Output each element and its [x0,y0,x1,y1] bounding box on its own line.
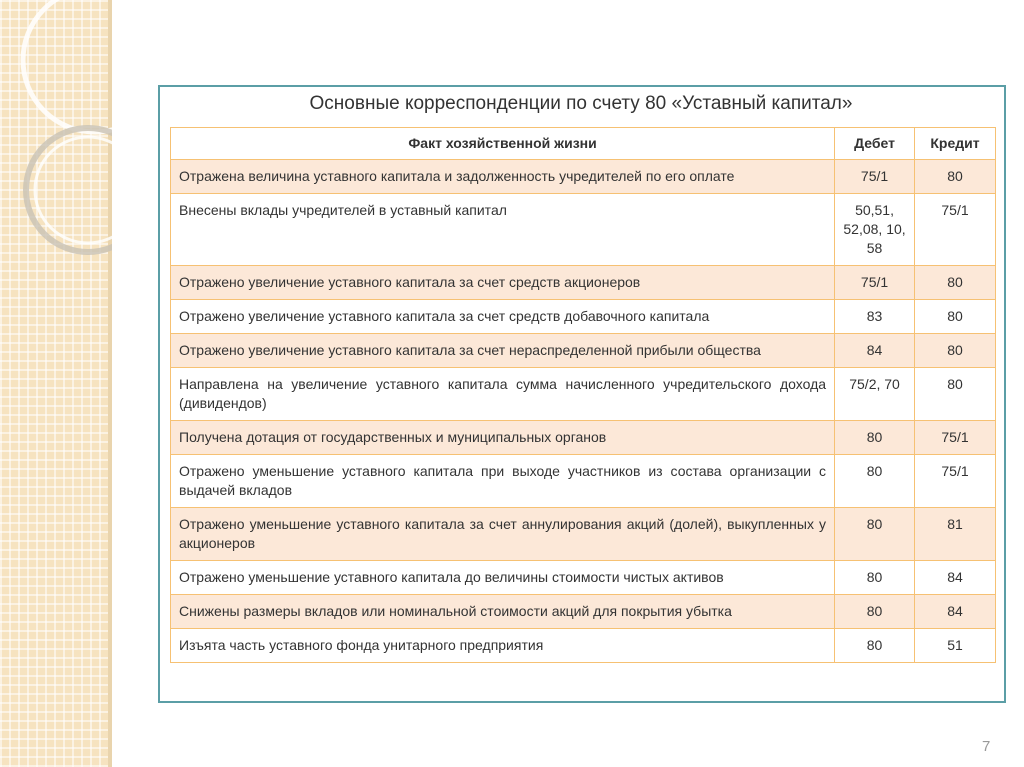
decor-circles [20,0,112,255]
table-row: Отражено уменьшение уставного капитала п… [169,454,996,508]
table-row: Отражено увеличение уставного капитала з… [169,333,996,368]
decor-circle [33,135,112,245]
fact-cell: Направлена на увеличение уставного капит… [169,367,836,421]
debit-cell: 75/2, 70 [834,367,916,421]
table-row: Отражена величина уставного капитала и з… [169,159,996,194]
fact-cell: Внесены вклады учредителей в уставный ка… [169,193,836,266]
table-row: Получена дотация от государственных и му… [169,420,996,455]
fact-cell: Снижены размеры вкладов или номинальной … [169,594,836,629]
credit-cell: 80 [914,367,996,421]
credit-cell: 51 [914,628,996,663]
header-cell: Кредит [914,127,996,160]
table-row: Отражено увеличение уставного капитала з… [169,299,996,334]
fact-cell: Отражено уменьшение уставного капитала д… [169,560,836,595]
credit-cell: 80 [914,265,996,300]
table-row: Изъята часть уставного фонда унитарного … [169,628,996,663]
credit-cell: 75/1 [914,193,996,266]
credit-cell: 81 [914,507,996,561]
debit-cell: 80 [834,628,916,663]
fact-cell: Изъята часть уставного фонда унитарного … [169,628,836,663]
debit-cell: 80 [834,454,916,508]
debit-cell: 80 [834,507,916,561]
table-row: Направлена на увеличение уставного капит… [169,367,996,421]
debit-cell: 80 [834,594,916,629]
debit-cell: 75/1 [834,159,916,194]
fact-cell: Отражено уменьшение уставного капитала п… [169,454,836,508]
decor-circle [20,0,112,135]
debit-cell: 83 [834,299,916,334]
debit-cell: 80 [834,420,916,455]
table-row: Отражено увеличение уставного капитала з… [169,265,996,300]
table-row: Снижены размеры вкладов или номинальной … [169,594,996,629]
credit-cell: 80 [914,299,996,334]
credit-cell: 75/1 [914,454,996,508]
table-row: Отражено уменьшение уставного капитала з… [169,507,996,561]
header-cell: Дебет [834,127,916,160]
fact-cell: Отражено увеличение уставного капитала з… [169,265,836,300]
decor-edge [108,0,112,767]
table-body: Отражена величина уставного капитала и з… [169,159,996,663]
header-row: Факт хозяйственной жизни Дебет Кредит [169,127,996,160]
credit-cell: 84 [914,560,996,595]
table-row: Отражено уменьшение уставного капитала д… [169,560,996,595]
debit-cell: 84 [834,333,916,368]
decor-circle [23,125,112,255]
credit-cell: 84 [914,594,996,629]
credit-cell: 80 [914,159,996,194]
fact-cell: Отражена величина уставного капитала и з… [169,159,836,194]
credit-cell: 80 [914,333,996,368]
content-frame [158,85,1006,703]
fact-cell: Отражено увеличение уставного капитала з… [169,299,836,334]
table: Факт хозяйственной жизни Дебет Кредит Отра… [169,127,996,663]
debit-cell: 80 [834,560,916,595]
page-number: 7 [982,738,991,755]
debit-cell: 75/1 [834,265,916,300]
slide-title: Основные корреспонденции по счету 80 «Ус… [309,93,853,114]
fact-cell: Получена дотация от государственных и му… [169,420,836,455]
credit-cell: 75/1 [914,420,996,455]
debit-cell: 50,51, 52,08, 10, 58 [834,193,916,266]
table-row: Внесены вклады учредителей в уставный ка… [169,193,996,266]
fact-cell: Отражено уменьшение уставного капитала з… [169,507,836,561]
header-cell: Факт хозяйственной жизни [169,127,836,160]
fact-cell: Отражено увеличение уставного капитала з… [169,333,836,368]
